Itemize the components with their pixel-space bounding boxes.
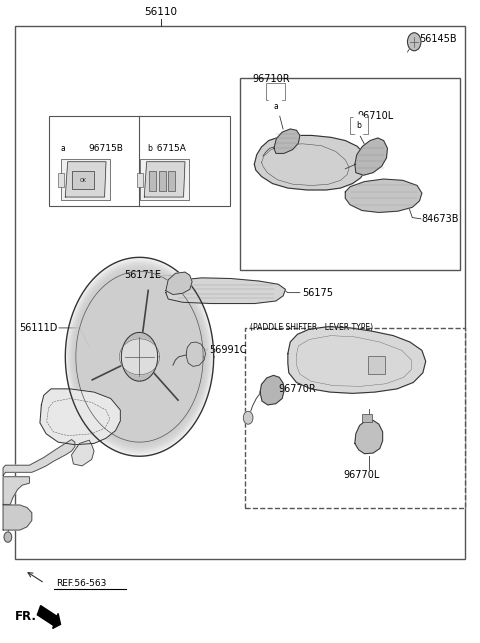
Bar: [137, 173, 143, 187]
Circle shape: [56, 140, 70, 158]
Polygon shape: [3, 476, 29, 504]
Text: 96715A: 96715A: [152, 145, 186, 154]
Text: 56175: 56175: [302, 287, 333, 298]
Polygon shape: [254, 136, 367, 190]
Polygon shape: [166, 272, 192, 294]
Bar: [240, 78, 460, 270]
Polygon shape: [74, 269, 204, 444]
Polygon shape: [70, 264, 209, 450]
Polygon shape: [3, 440, 75, 475]
Bar: [158, 172, 166, 190]
Text: 56111D: 56111D: [19, 323, 57, 333]
Text: 56145B: 56145B: [420, 34, 457, 44]
Bar: [141, 159, 189, 199]
Bar: [61, 159, 110, 199]
Bar: [245, 328, 465, 507]
Text: 56991C: 56991C: [209, 345, 246, 355]
Bar: [368, 356, 385, 374]
FancyArrow shape: [37, 606, 60, 628]
Text: 56110: 56110: [144, 6, 178, 17]
Bar: [72, 172, 94, 189]
Text: (PADDLE SHIFTER - LEVER TYPE): (PADDLE SHIFTER - LEVER TYPE): [250, 323, 372, 332]
Text: 56171E: 56171E: [124, 270, 161, 280]
Bar: [266, 83, 285, 100]
Text: b: b: [147, 144, 153, 153]
Polygon shape: [76, 271, 203, 442]
Circle shape: [4, 532, 12, 542]
Text: 84673B: 84673B: [422, 214, 459, 224]
Text: a: a: [273, 102, 278, 111]
Polygon shape: [121, 332, 157, 381]
Polygon shape: [40, 389, 120, 445]
Text: a: a: [60, 144, 65, 153]
Bar: [48, 116, 230, 206]
Polygon shape: [120, 339, 159, 375]
Polygon shape: [65, 162, 106, 197]
Polygon shape: [186, 342, 205, 367]
Polygon shape: [345, 179, 422, 212]
Polygon shape: [260, 376, 284, 405]
Polygon shape: [288, 327, 426, 394]
Bar: [350, 118, 368, 134]
Text: 96750E: 96750E: [143, 161, 180, 171]
Polygon shape: [3, 505, 32, 530]
Circle shape: [351, 115, 367, 136]
Polygon shape: [144, 162, 185, 197]
Bar: [149, 172, 156, 190]
Polygon shape: [72, 266, 208, 448]
Polygon shape: [67, 259, 212, 454]
Text: 96715B: 96715B: [88, 145, 123, 154]
Circle shape: [268, 96, 283, 117]
Bar: [168, 172, 175, 190]
Text: 96710L: 96710L: [357, 111, 394, 121]
Text: 96770R: 96770R: [278, 384, 316, 394]
Bar: [15, 26, 465, 559]
Polygon shape: [72, 440, 94, 466]
Polygon shape: [65, 257, 214, 457]
Text: b: b: [357, 121, 361, 130]
Text: 96770L: 96770L: [344, 470, 380, 480]
Circle shape: [144, 140, 157, 158]
Text: 96710R: 96710R: [252, 74, 290, 84]
Polygon shape: [73, 267, 206, 446]
Polygon shape: [355, 138, 387, 175]
Circle shape: [243, 412, 253, 424]
Text: FR.: FR.: [15, 610, 37, 623]
Polygon shape: [68, 261, 211, 452]
Circle shape: [408, 33, 421, 51]
Polygon shape: [274, 129, 300, 154]
Text: OK: OK: [80, 178, 86, 183]
Text: REF.56-563: REF.56-563: [56, 579, 106, 588]
Bar: [58, 173, 64, 187]
Bar: [361, 414, 372, 422]
Polygon shape: [355, 421, 383, 454]
Polygon shape: [166, 278, 286, 303]
